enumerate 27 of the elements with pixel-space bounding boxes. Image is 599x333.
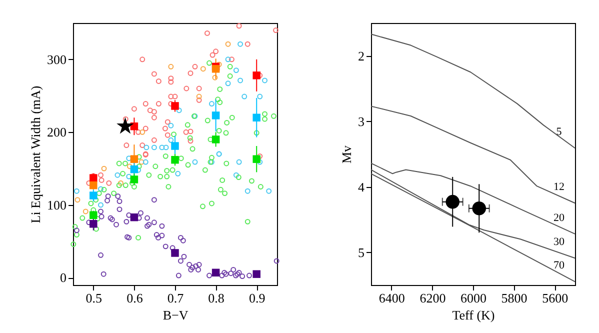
- y-axis-title: Mv: [339, 144, 354, 164]
- series-label: 12: [554, 181, 564, 194]
- x-tick-label: 0.9: [248, 290, 266, 306]
- y-tick-label: 5: [358, 244, 364, 260]
- y-axis-title: Li Equivalent Width (mA): [28, 86, 43, 224]
- x-tick-label: 0.6: [126, 290, 144, 306]
- x-axis-title: Teff (K): [452, 308, 495, 322]
- y-tick-label: 3: [358, 114, 364, 129]
- y-tick-label: 200: [47, 124, 66, 140]
- x-tick-label: 0.5: [86, 290, 102, 306]
- x-tick-label: 6000: [460, 290, 486, 306]
- x-axis-title: B−V: [162, 308, 189, 322]
- y-tick-label: 100: [47, 197, 66, 212]
- x-tick-label: 5600: [542, 290, 568, 306]
- series-label: 20: [554, 212, 565, 224]
- y-tick-label: 300: [47, 52, 66, 67]
- y-tick-label: 0: [60, 270, 66, 286]
- x-tick-label: 6400: [378, 290, 405, 306]
- series-label: 70: [554, 260, 565, 272]
- series-label: 5: [556, 126, 562, 138]
- x-tick-label: 0.8: [208, 290, 224, 306]
- y-tick-label: 2: [358, 48, 364, 64]
- x-tick-label: 0.7: [167, 290, 184, 306]
- x-tick-label: 6200: [420, 290, 446, 306]
- x-tick-label: 5800: [501, 290, 528, 306]
- series-label: 30: [554, 236, 565, 248]
- y-tick-label: 4: [358, 179, 365, 194]
